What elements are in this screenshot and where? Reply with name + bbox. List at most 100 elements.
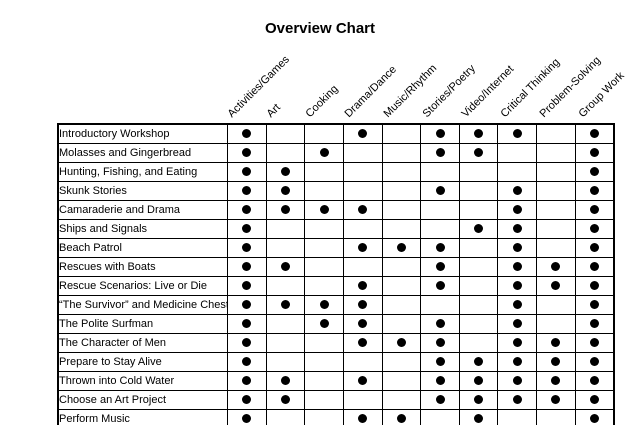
dot-marker xyxy=(280,300,290,310)
matrix-cell xyxy=(458,333,499,353)
dot-marker xyxy=(435,186,445,196)
dot-marker xyxy=(512,186,522,196)
matrix-cell xyxy=(420,143,460,163)
matrix-cell xyxy=(342,181,383,201)
matrix-cell xyxy=(227,238,267,258)
matrix-cell xyxy=(342,200,383,220)
dot-marker xyxy=(358,281,368,291)
matrix-cell xyxy=(420,295,460,315)
matrix-cell xyxy=(304,257,344,277)
dot-marker xyxy=(435,376,445,386)
dot-marker xyxy=(512,129,522,139)
matrix-cell xyxy=(536,200,576,220)
matrix-cell xyxy=(458,200,499,220)
matrix-cell xyxy=(497,181,538,201)
dot-marker xyxy=(435,129,445,139)
table-row: “The Survivor” and Medicine Chest xyxy=(57,295,615,315)
matrix-cell xyxy=(458,123,499,144)
matrix-cell xyxy=(265,371,306,391)
matrix-cell xyxy=(458,181,499,201)
matrix-cell xyxy=(381,314,422,334)
dot-marker xyxy=(512,357,522,367)
dot-marker xyxy=(396,414,406,424)
matrix-cell xyxy=(497,200,538,220)
dot-marker xyxy=(242,262,252,272)
matrix-cell xyxy=(536,238,576,258)
column-header: Art xyxy=(264,101,283,120)
matrix-cell xyxy=(227,181,267,201)
matrix-cell xyxy=(420,333,460,353)
dot-marker xyxy=(474,414,484,424)
dot-marker xyxy=(435,319,445,329)
dot-marker xyxy=(474,376,484,386)
row-label: Prepare to Stay Alive xyxy=(57,352,228,372)
dot-marker xyxy=(358,129,368,139)
matrix-cell xyxy=(265,352,306,372)
matrix-cell xyxy=(342,276,383,296)
matrix-cell xyxy=(497,219,538,239)
dot-marker xyxy=(242,338,252,348)
row-label: Thrown into Cold Water xyxy=(57,371,228,391)
dot-marker xyxy=(319,205,329,215)
table-row: Hunting, Fishing, and Eating xyxy=(57,162,615,182)
matrix-cell xyxy=(536,333,576,353)
matrix-cell xyxy=(227,162,267,182)
matrix-cell xyxy=(536,371,576,391)
matrix-cell xyxy=(497,314,538,334)
dot-marker xyxy=(589,186,599,196)
matrix-cell xyxy=(497,390,538,410)
matrix-cell xyxy=(574,219,615,239)
matrix-cell xyxy=(342,352,383,372)
matrix-cell xyxy=(342,143,383,163)
matrix-cell xyxy=(458,257,499,277)
table-row: The Polite Surfman xyxy=(57,314,615,334)
dot-marker xyxy=(474,395,484,405)
matrix-cell xyxy=(497,162,538,182)
matrix-cell xyxy=(227,200,267,220)
dot-marker xyxy=(589,281,599,291)
dot-marker xyxy=(435,243,445,253)
dot-marker xyxy=(242,205,252,215)
matrix-cell xyxy=(420,409,460,425)
matrix-cell xyxy=(265,238,306,258)
matrix-cell xyxy=(497,409,538,425)
chart-title: Overview Chart xyxy=(264,20,376,37)
matrix-cell xyxy=(304,181,344,201)
matrix-cell xyxy=(342,295,383,315)
dot-marker xyxy=(280,376,290,386)
dot-marker xyxy=(358,243,368,253)
dot-marker xyxy=(242,376,252,386)
dot-marker xyxy=(242,300,252,310)
row-label: Camaraderie and Drama xyxy=(57,200,228,220)
row-label: Perform Music xyxy=(57,409,228,425)
dot-marker xyxy=(512,262,522,272)
matrix-cell xyxy=(458,238,499,258)
matrix-cell xyxy=(265,409,306,425)
dot-marker xyxy=(435,357,445,367)
dot-marker xyxy=(551,395,561,405)
matrix-cell xyxy=(420,390,460,410)
column-headers-band: Activities/Games Art Cooking Drama/Dance Mus… xyxy=(0,38,640,122)
matrix-cell xyxy=(227,295,267,315)
matrix-cell xyxy=(458,276,499,296)
matrix-cell xyxy=(381,390,422,410)
matrix-cell xyxy=(342,162,383,182)
matrix-cell xyxy=(458,162,499,182)
matrix-cell xyxy=(304,162,344,182)
dot-marker xyxy=(512,224,522,234)
row-label: Hunting, Fishing, and Eating xyxy=(57,162,228,182)
dot-marker xyxy=(242,186,252,196)
matrix-cell xyxy=(265,200,306,220)
matrix-cell xyxy=(342,238,383,258)
dot-marker xyxy=(512,281,522,291)
matrix-cell xyxy=(574,390,615,410)
table-row: Introductory Workshop xyxy=(57,123,615,144)
matrix-cell xyxy=(304,295,344,315)
matrix-cell xyxy=(265,390,306,410)
dot-marker xyxy=(319,148,329,158)
dot-marker xyxy=(242,224,252,234)
matrix-cell xyxy=(304,143,344,163)
matrix-cell xyxy=(304,314,344,334)
dot-marker xyxy=(589,148,599,158)
